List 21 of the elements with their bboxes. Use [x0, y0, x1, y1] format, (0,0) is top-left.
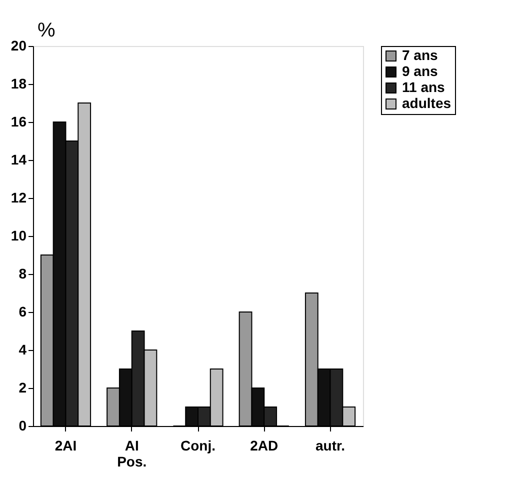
legend-label: 11 ans	[402, 79, 446, 95]
x-tick-label: AI Pos.	[117, 438, 147, 470]
legend-label: 9 ans	[402, 63, 438, 79]
legend-label: 7 ans	[402, 47, 438, 63]
y-axis-title: %	[38, 20, 56, 42]
legend-label: adultes	[402, 95, 452, 111]
y-tick-label: 2	[18, 380, 27, 396]
x-tick-label: Conj.	[180, 438, 216, 454]
y-tick-label: 8	[18, 266, 27, 282]
x-tick-label: 2AD	[250, 438, 278, 454]
y-tick-label: 12	[10, 190, 27, 206]
y-tick-label: 0	[18, 418, 27, 434]
y-tick-label: 4	[18, 342, 27, 358]
y-tick-label: 10	[10, 228, 27, 244]
y-tick-label: 16	[10, 114, 27, 130]
x-tick-label: 2AI	[54, 438, 77, 454]
y-tick-label: 14	[10, 152, 27, 168]
y-tick-label: 18	[10, 76, 27, 92]
y-tick-label: 20	[10, 38, 27, 54]
y-tick-label: 6	[18, 304, 27, 320]
x-tick-label: autr.	[315, 438, 346, 454]
